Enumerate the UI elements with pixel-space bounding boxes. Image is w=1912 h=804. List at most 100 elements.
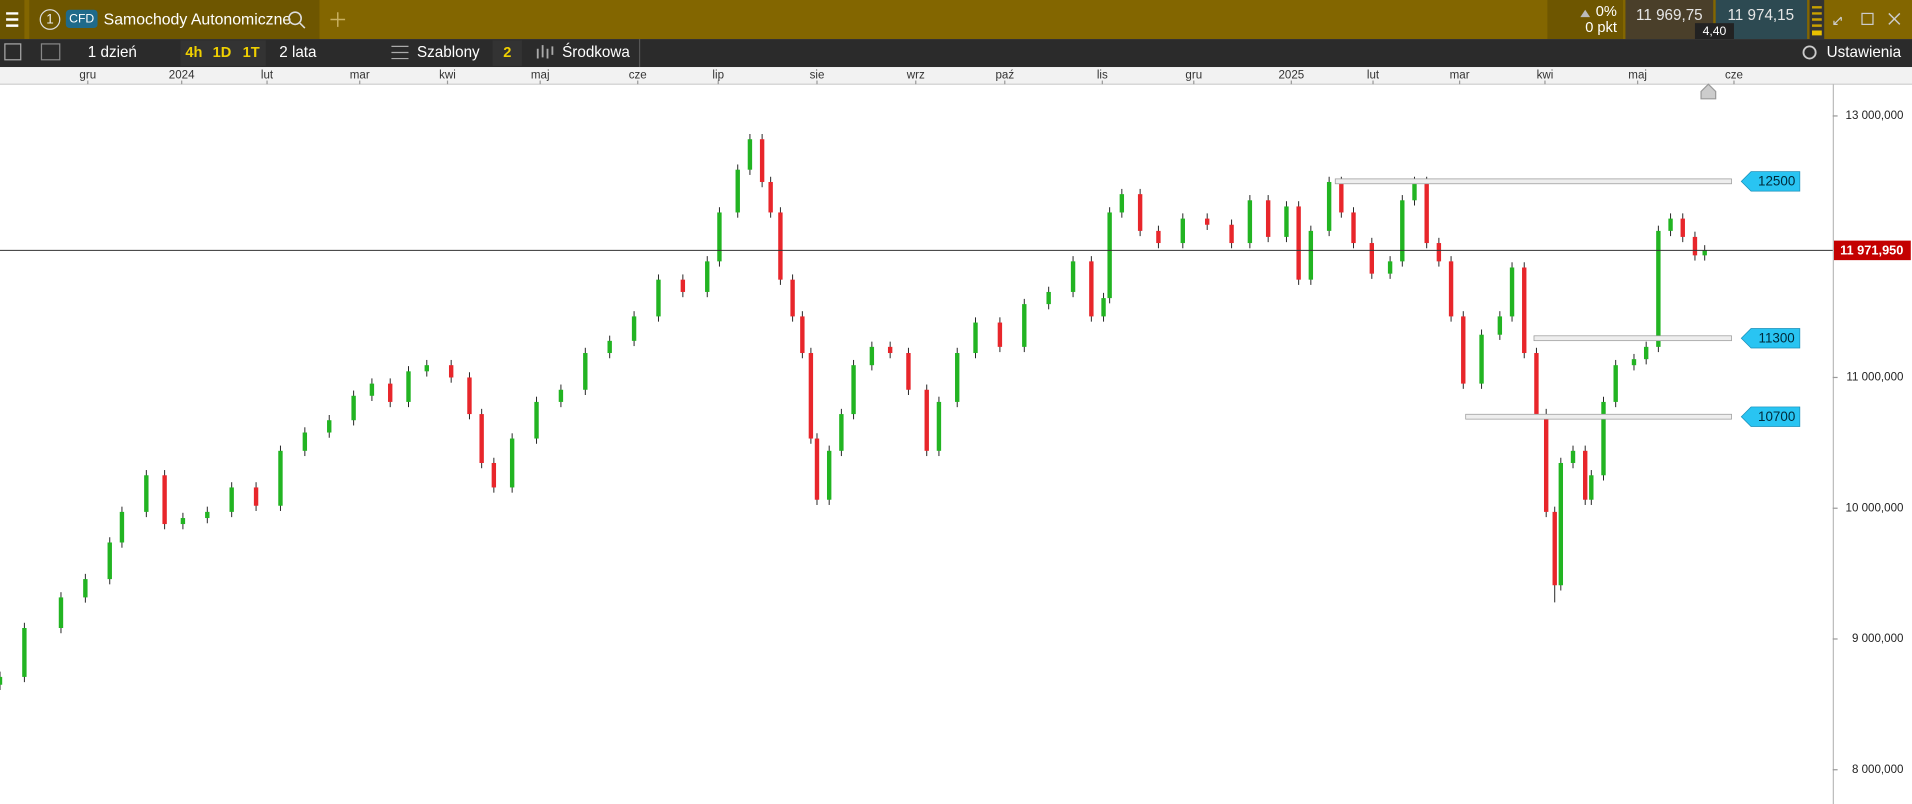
y-tick-label: 11 000,000 xyxy=(1846,372,1903,384)
candle-body xyxy=(1631,359,1637,366)
candle-body xyxy=(1680,218,1685,237)
candle-body xyxy=(778,212,783,280)
candle-body xyxy=(800,316,805,354)
candle-body xyxy=(1339,181,1344,213)
candle-body xyxy=(1558,462,1564,586)
maximize-icon[interactable] xyxy=(1861,12,1874,26)
templates-label[interactable]: Szablony xyxy=(417,44,480,61)
candle-body xyxy=(1601,401,1606,476)
candle-body xyxy=(1461,316,1466,384)
ask-price: 11 974,15 xyxy=(1727,7,1794,24)
x-tick-label: 2025 xyxy=(1278,70,1304,82)
candle-body xyxy=(22,628,27,677)
candle-body xyxy=(814,438,820,500)
candle-body xyxy=(887,346,893,354)
candle-body xyxy=(1479,334,1484,384)
x-tick-label: lut xyxy=(261,70,274,82)
candle-body xyxy=(448,365,454,378)
x-tick-label: 2024 xyxy=(169,70,195,82)
interval[interactable]: 1T xyxy=(243,45,260,61)
candle-body xyxy=(735,169,740,213)
candle-body xyxy=(1180,218,1186,244)
candle-body xyxy=(1119,194,1125,213)
interval[interactable]: 1D xyxy=(213,45,232,61)
scroll-marker[interactable] xyxy=(1700,83,1717,100)
range-label[interactable]: 2 lata xyxy=(279,44,317,61)
templates-count: 2 xyxy=(503,45,511,61)
candle-body xyxy=(491,462,497,488)
candle-body xyxy=(1204,218,1210,225)
indicator-icon xyxy=(536,45,554,59)
candle-body xyxy=(1448,261,1454,317)
candle-body xyxy=(808,353,814,439)
x-tick-label: sie xyxy=(810,70,825,82)
toolbar xyxy=(0,39,1912,68)
candle-body xyxy=(1229,224,1234,244)
candle-body xyxy=(1497,316,1503,335)
search-icon[interactable] xyxy=(288,11,302,26)
minimize-icon[interactable] xyxy=(1833,16,1842,26)
change-box xyxy=(1547,0,1624,40)
x-tick-label: kwi xyxy=(439,70,456,82)
candle-body xyxy=(1326,181,1332,231)
candle-body xyxy=(1613,365,1618,402)
candle-body xyxy=(534,401,539,439)
level-line xyxy=(1465,413,1732,420)
candle-body xyxy=(839,414,844,451)
indicator-label[interactable]: Środkowa xyxy=(562,43,630,61)
change-pts: 0 pkt xyxy=(1585,20,1617,36)
candle-body xyxy=(1387,261,1393,274)
candle-body xyxy=(936,401,942,451)
close-icon[interactable] xyxy=(1888,12,1901,25)
candle-body xyxy=(705,261,710,292)
toolbar-divider xyxy=(638,39,641,68)
menu-icon xyxy=(6,12,19,27)
candle-body xyxy=(369,383,375,396)
candle-body xyxy=(1424,181,1429,244)
candle-body xyxy=(955,353,960,402)
candle-body xyxy=(656,279,661,317)
x-tick-label: lis xyxy=(1097,70,1108,82)
candle-body xyxy=(1156,230,1161,244)
layout-icon[interactable] xyxy=(40,43,61,61)
candle-body xyxy=(1296,206,1301,280)
candle-body xyxy=(558,389,564,402)
x-tick-label: mar xyxy=(1450,70,1470,82)
candle-body xyxy=(1702,250,1707,256)
candle-body xyxy=(1101,298,1106,317)
level-tag xyxy=(1740,328,1801,349)
candle-body xyxy=(351,395,356,421)
candle-body xyxy=(302,432,308,451)
candle-body xyxy=(1668,218,1673,231)
interval-group xyxy=(180,40,266,66)
candle-body xyxy=(406,371,411,402)
level-label: 11300 xyxy=(1759,330,1795,345)
candle-body xyxy=(388,383,393,402)
settings-label[interactable]: Ustawienia xyxy=(1827,44,1902,61)
candle-body xyxy=(869,346,875,366)
x-tick-label: paź xyxy=(995,70,1014,82)
y-tick-label: 9 000,000 xyxy=(1852,633,1904,645)
candle-body xyxy=(790,279,795,317)
candle-body xyxy=(1107,212,1112,299)
candle-body xyxy=(327,420,332,433)
candle-body xyxy=(717,212,722,262)
x-tick-label: gru xyxy=(79,70,96,82)
interval[interactable]: 4h xyxy=(185,45,202,61)
add-tab[interactable] xyxy=(330,12,346,27)
layout-label[interactable]: 1 dzień xyxy=(88,44,137,61)
candle-body xyxy=(1400,200,1405,262)
x-tick-label: maj xyxy=(531,70,550,82)
candle-body xyxy=(479,414,484,463)
candle-body xyxy=(424,365,429,372)
candle-body xyxy=(826,450,832,500)
list-icon[interactable] xyxy=(4,43,22,61)
candle-body xyxy=(83,579,88,598)
level-tag xyxy=(1740,171,1801,192)
candle-body xyxy=(759,139,765,182)
settings-icon[interactable] xyxy=(1802,45,1817,60)
candle-body xyxy=(162,475,167,525)
level-line xyxy=(1334,178,1732,185)
level-line xyxy=(1533,335,1732,342)
depth-bars xyxy=(1812,6,1822,27)
